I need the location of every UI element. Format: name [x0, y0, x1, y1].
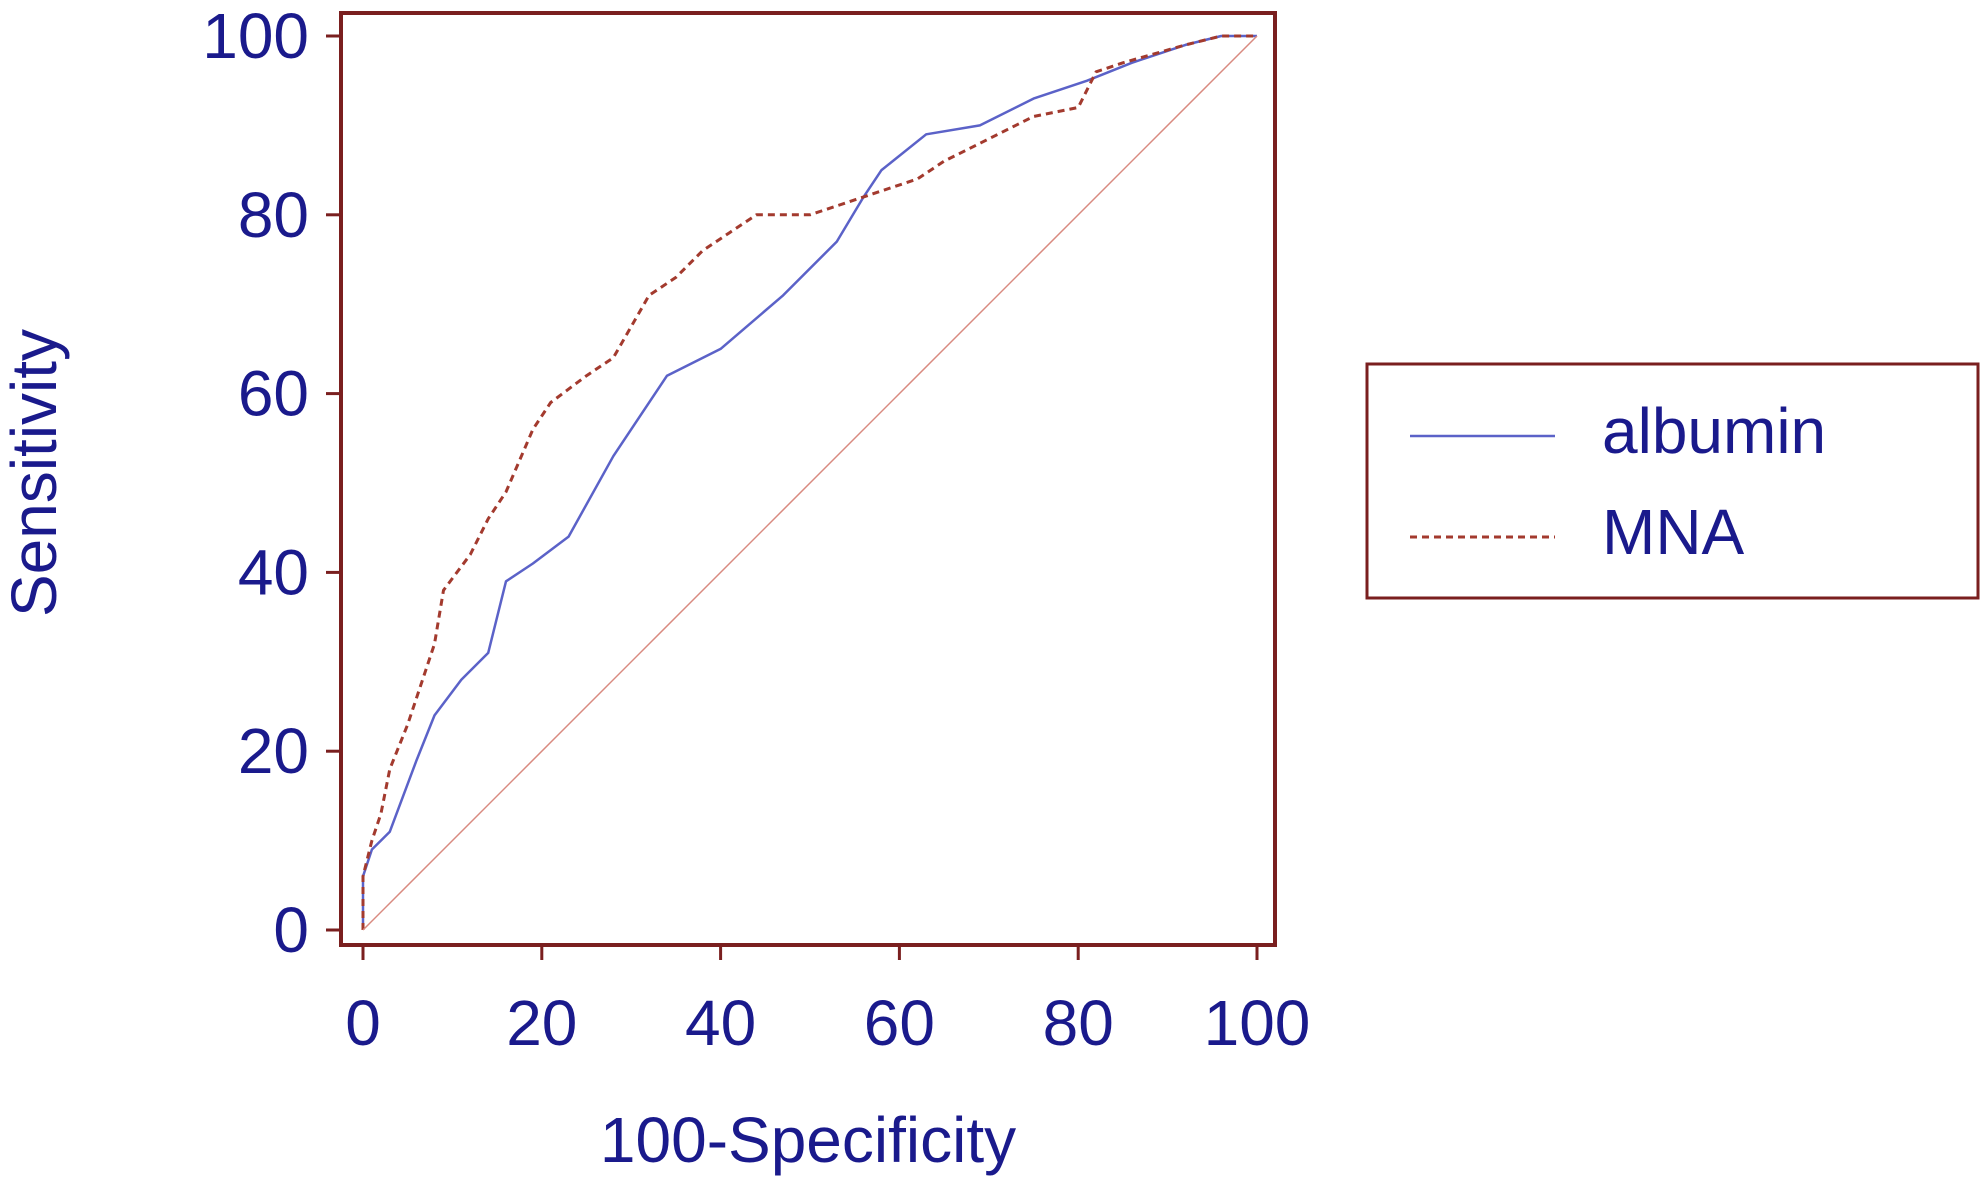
y-tick-label: 40 [238, 536, 309, 608]
x-tick-label: 40 [685, 987, 756, 1059]
x-tick-label: 0 [345, 987, 381, 1059]
reference-diagonal-line [362, 35, 1258, 931]
y-tick-label: 100 [202, 0, 309, 72]
legend-label-mna: MNA [1602, 496, 1745, 568]
x-tick-label: 20 [506, 987, 577, 1059]
x-tick-label: 100 [1204, 987, 1311, 1059]
y-tick-label: 20 [238, 715, 309, 787]
y-axis-ticks: 0 20 40 60 80 100 [202, 0, 341, 966]
series-line-mna [361, 34, 1257, 930]
legend: albumin MNA [1365, 362, 1980, 600]
y-tick-label: 60 [238, 358, 309, 430]
plot-frame [339, 11, 1277, 947]
legend-box [1365, 362, 1980, 600]
x-axis-ticks: 0 20 40 60 80 100 [345, 945, 1310, 1059]
series-line-albumin [361, 34, 1257, 930]
x-axis-label: 100-Specificity [600, 1104, 1016, 1176]
x-tick-label: 80 [1043, 987, 1114, 1059]
legend-label-albumin: albumin [1602, 395, 1826, 467]
x-tick-label: 60 [864, 987, 935, 1059]
y-axis-label: Sensitivity [0, 329, 70, 617]
series-layer [361, 34, 1258, 931]
y-tick-label: 80 [238, 179, 309, 251]
y-tick-label: 0 [273, 894, 309, 966]
